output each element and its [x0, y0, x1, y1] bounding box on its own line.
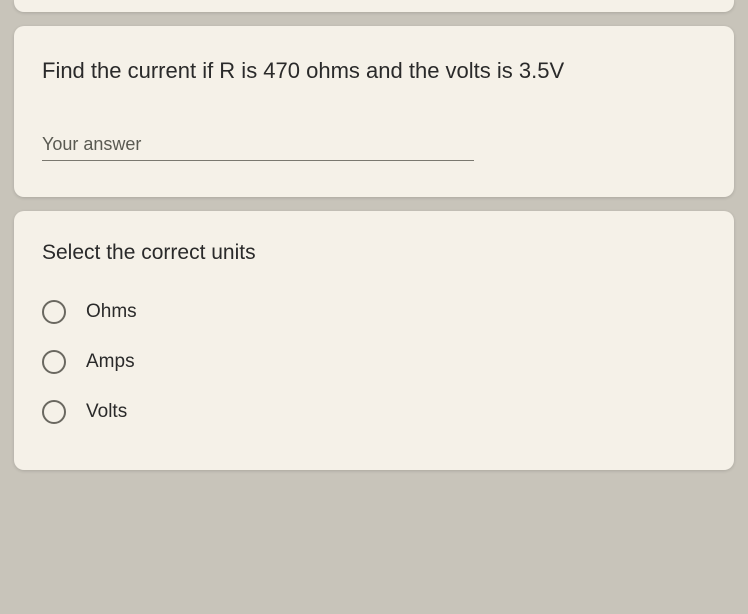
radio-option-volts[interactable]: Volts: [42, 400, 706, 424]
answer-placeholder: Your answer: [42, 134, 474, 160]
radio-label: Amps: [86, 351, 135, 373]
question-text: Find the current if R is 470 ohms and th…: [42, 56, 706, 86]
radio-circle-icon: [42, 300, 66, 324]
radio-label: Volts: [86, 401, 127, 423]
previous-card-edge: [14, 0, 734, 12]
radio-option-amps[interactable]: Amps: [42, 350, 706, 374]
radio-option-ohms[interactable]: Ohms: [42, 300, 706, 324]
answer-underline: [42, 160, 474, 161]
answer-input[interactable]: Your answer: [42, 134, 474, 161]
question-card-2: Select the correct units Ohms Amps Volts: [14, 211, 734, 470]
radio-circle-icon: [42, 400, 66, 424]
radio-label: Ohms: [86, 301, 137, 323]
radio-circle-icon: [42, 350, 66, 374]
units-prompt: Select the correct units: [42, 241, 706, 265]
question-card-1: Find the current if R is 470 ohms and th…: [14, 26, 734, 197]
